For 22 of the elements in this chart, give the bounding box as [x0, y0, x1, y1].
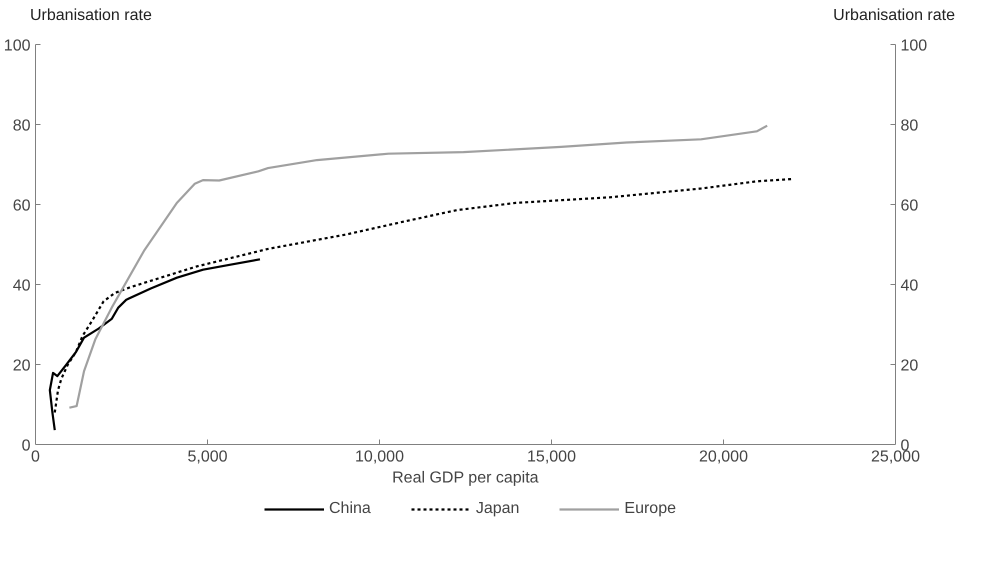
y-tick-label: 100: [4, 38, 31, 54]
y-tick-label: 80: [12, 118, 31, 134]
x-tick-label: 15,000: [527, 448, 576, 466]
y2-tick-label: 40: [900, 278, 918, 294]
legend-label: Europe: [624, 500, 676, 518]
y2-axis-title: Urbanisation rate: [833, 6, 955, 26]
x-tick-label: 10,000: [355, 448, 404, 466]
y-tick-label: 20: [12, 358, 31, 374]
y2-tick-label: 20: [900, 358, 918, 374]
y2-tick-label: 100: [900, 38, 928, 54]
y-tick-label: 0: [22, 438, 31, 454]
legend-label: Japan: [476, 500, 520, 518]
x-axis-title: Real GDP per capita: [392, 470, 539, 486]
y-axis-title: Urbanisation rate: [30, 6, 152, 26]
y2-tick-label: 60: [900, 198, 918, 214]
line-series: [68, 124, 768, 409]
x-tick-label: 5,000: [187, 448, 228, 466]
x-tick-label: 20,000: [699, 448, 748, 466]
y2-tick-label: 80: [900, 118, 918, 134]
y-tick-label: 60: [12, 198, 31, 214]
y-tick-label: 40: [12, 278, 31, 294]
legend-label: China: [329, 500, 371, 518]
